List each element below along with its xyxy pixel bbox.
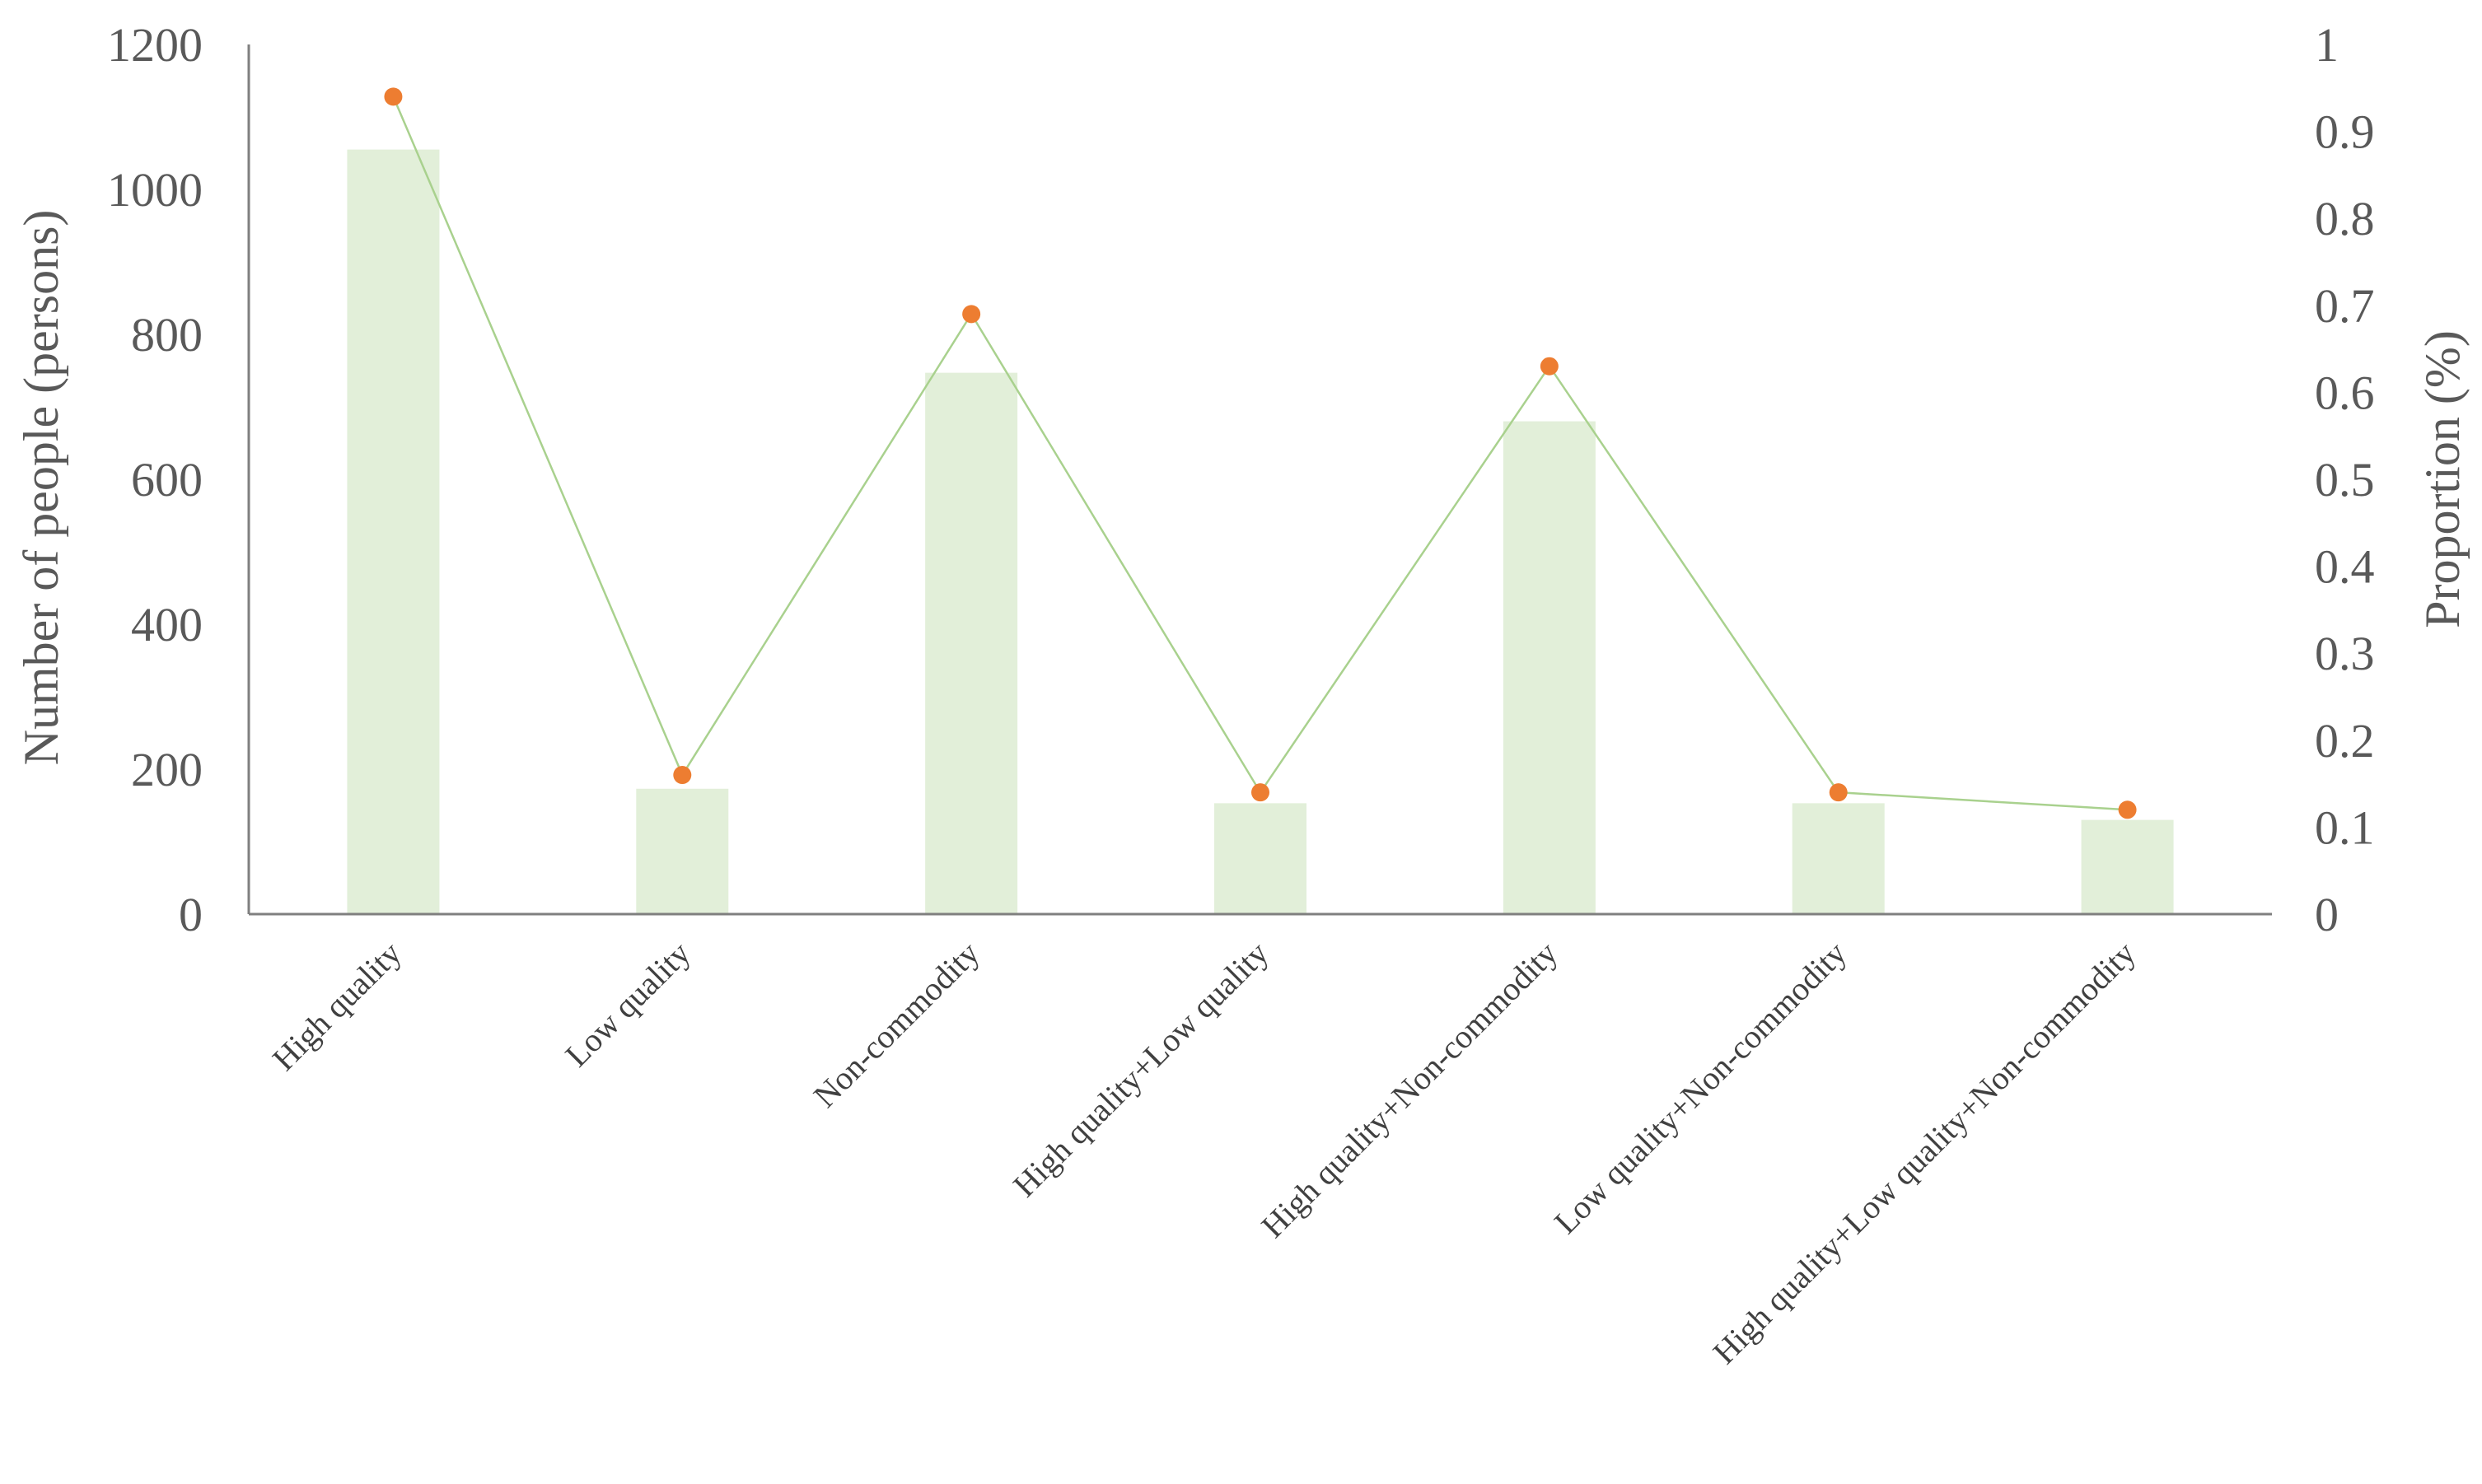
right-tick-label: 0.7	[2315, 279, 2375, 333]
bar-4	[1214, 803, 1306, 914]
right-tick-label: 0.4	[2315, 540, 2375, 594]
proportion-point-7	[2118, 800, 2137, 819]
axes	[247, 44, 2272, 916]
bar-1	[347, 149, 440, 915]
right-tick-label: 0.6	[2315, 366, 2375, 419]
x-tick-label: Non-commodity	[806, 935, 987, 1115]
proportion-line	[392, 96, 2128, 811]
left-axis-title: Number of people (persons)	[14, 210, 68, 766]
x-tick-label: Low quality	[558, 935, 697, 1074]
left-tick-label: 600	[131, 453, 203, 506]
x-tick-label: Low quality+Non-commodity	[1547, 935, 1853, 1241]
proportion-point-4	[1251, 783, 1269, 802]
bar-7	[2081, 819, 2174, 914]
right-tick-label: 1	[2315, 18, 2339, 72]
x-tick-label: High quality+Non-commodity	[1254, 935, 1564, 1245]
bar-3	[925, 372, 1018, 914]
left-tick-label: 800	[131, 308, 203, 362]
right-axis-ticks: 0 0.1 0.2 0.3 0.4 0.5 0.6 0.7 0.8 0.9 1	[2315, 18, 2375, 941]
left-tick-label: 1000	[107, 163, 203, 217]
bar-5	[1503, 421, 1596, 915]
left-tick-label: 400	[131, 598, 203, 651]
right-tick-label: 0.8	[2315, 192, 2375, 245]
proportion-point-6	[1829, 783, 1848, 802]
right-axis-title: Proportion (%)	[2415, 330, 2470, 628]
line-series	[384, 87, 2137, 819]
left-tick-label: 0	[179, 888, 203, 941]
bar-6	[1792, 803, 1885, 914]
proportion-point-3	[962, 305, 981, 324]
right-tick-label: 0.3	[2315, 627, 2375, 680]
right-tick-label: 0	[2315, 888, 2339, 941]
right-tick-label: 0.2	[2315, 714, 2375, 768]
right-tick-label: 0.5	[2315, 453, 2375, 506]
left-axis-ticks: 0 200 400 600 800 1000 1200	[107, 18, 203, 941]
proportion-point-5	[1540, 357, 1559, 376]
right-tick-label: 0.9	[2315, 105, 2375, 159]
x-tick-label: High quality+Low quality	[1006, 935, 1275, 1204]
bar-2	[636, 788, 729, 914]
left-tick-label: 200	[131, 743, 203, 796]
x-tick-label: High quality	[265, 935, 409, 1078]
right-tick-label: 0.1	[2315, 800, 2375, 854]
proportion-point-1	[384, 87, 403, 106]
bar-series	[347, 149, 2174, 915]
x-axis-ticks: High quality Low quality Non-commodity High…	[265, 935, 2143, 1371]
proportion-point-2	[673, 766, 692, 785]
left-tick-label: 1200	[107, 18, 203, 72]
